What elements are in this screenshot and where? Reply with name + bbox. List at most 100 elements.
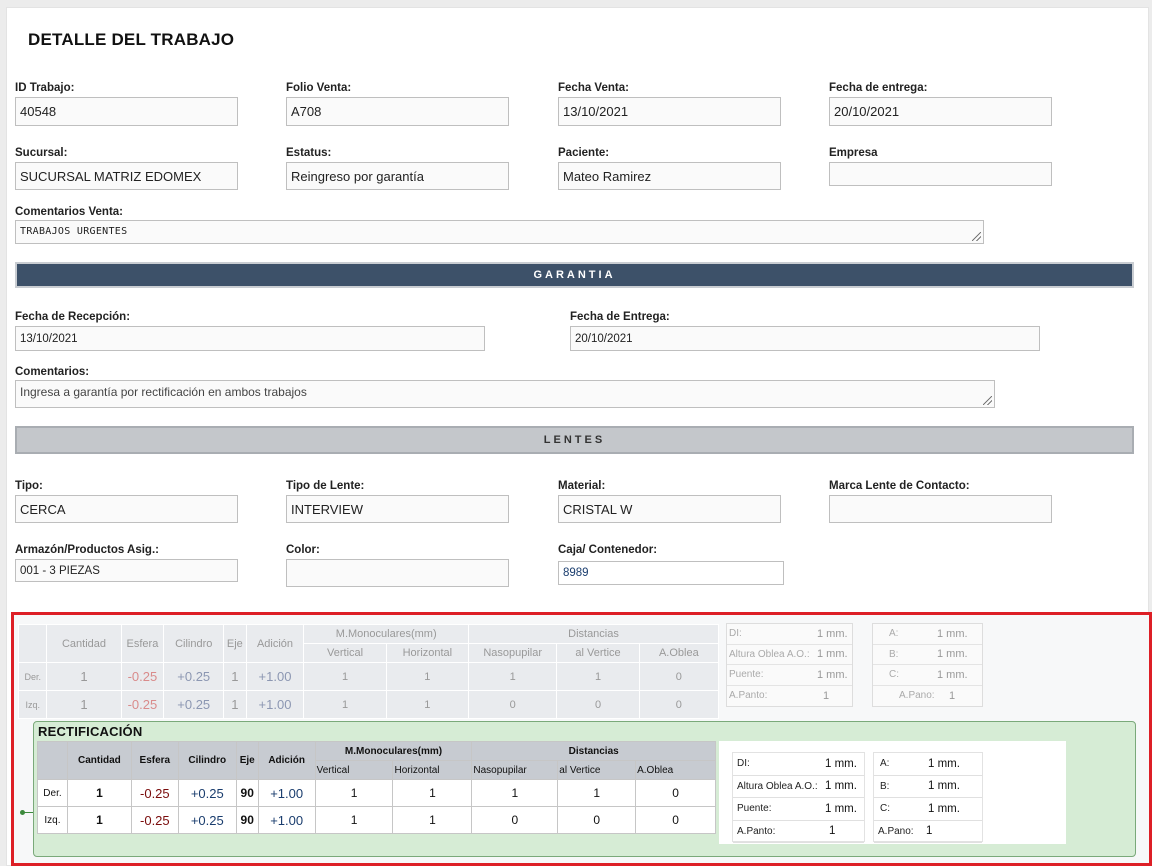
cell-eje: 1 (223, 662, 247, 691)
comentarios-garantia-textarea[interactable]: Ingresa a garantía por rectificación en … (15, 380, 995, 408)
cell-al-vertice[interactable]: 1 (557, 779, 637, 807)
folio-venta-field[interactable]: A708 (286, 97, 509, 126)
caja-contenedor-field[interactable]: 8989 (558, 561, 784, 585)
cell-vertical[interactable]: 1 (314, 779, 394, 807)
cell-horizontal[interactable]: 1 (392, 779, 473, 807)
fecha-recepcion-field[interactable]: 13/10/2021 (15, 326, 485, 351)
medida-value: 1 (949, 689, 956, 702)
cell-cilindro[interactable]: +0.25 (177, 779, 237, 807)
cell-a-oblea[interactable]: 0 (635, 806, 716, 834)
sucursal-field[interactable]: SUCURSAL MATRIZ EDOMEX (15, 162, 238, 190)
cell-vertical[interactable]: 1 (314, 806, 394, 834)
medida-value[interactable]: 1 mm. (928, 757, 960, 770)
resize-handle-icon[interactable] (972, 232, 981, 241)
armazon-label: Armazón/Productos Asig.: (15, 544, 159, 556)
armazon-field[interactable]: 001 - 3 PIEZAS (15, 559, 238, 582)
header-monoculares: M.Monoculares(mm) (303, 624, 469, 644)
row-label: Der. (37, 779, 68, 807)
empresa-label: Empresa (829, 147, 878, 159)
header-nasopupilar: Nasopupilar (471, 760, 559, 780)
header-a-oblea: A.Oblea (635, 760, 716, 780)
cell-al-vertice[interactable]: 0 (557, 806, 637, 834)
medida-value[interactable]: 1 mm. (825, 802, 857, 815)
cell-cantidad[interactable]: 1 (66, 779, 132, 807)
medida-key: A.Pano: (899, 690, 935, 702)
medidas-panel: DI: 1 mm. Altura Oblea A.O.: 1 mm. Puente:… (726, 623, 853, 707)
medida-value[interactable]: 1 (829, 825, 836, 838)
medida-value[interactable]: 1 mm. (825, 757, 857, 770)
sucursal-label: Sucursal: (15, 147, 68, 159)
cell-cilindro: +0.25 (163, 690, 225, 719)
estatus-field[interactable]: Reingreso por garantía (286, 162, 509, 190)
header-cantidad: Cantidad (46, 624, 122, 663)
table-row: Izq. 1 -0.25 +0.25 90 +1.00 1 1 0 0 0 (37, 806, 716, 834)
comentarios-venta-text: TRABAJOS URGENTES (20, 226, 128, 237)
header-distancias: Distancias (468, 624, 719, 644)
fecha-venta-label: Fecha Venta: (558, 82, 629, 94)
medida-key: Altura Oblea A.O.: (729, 648, 810, 660)
caja-contenedor-label: Caja/ Contenedor: (558, 544, 658, 556)
medida-key: A.Panto: (737, 825, 776, 837)
rectificacion-abc-panel: A: 1 mm. B: 1 mm. C: 1 mm. A.Pano: 1 (873, 752, 983, 843)
medida-value[interactable]: 1 (926, 825, 933, 838)
cell-al-vertice: 0 (556, 690, 640, 719)
graduacion-table: Cantidad Esfera Cilindro Eje Adición M.M… (17, 624, 720, 719)
header-cantidad: Cantidad (66, 741, 132, 780)
cell-a-oblea[interactable]: 0 (635, 779, 716, 807)
connector-dot-icon (20, 810, 25, 815)
medida-value[interactable]: 1 mm. (928, 802, 960, 815)
garantia-section-header: GARANTIA (15, 262, 1134, 288)
cell-esfera: -0.25 (120, 690, 165, 719)
cell-esfera[interactable]: -0.25 (130, 806, 179, 834)
cell-cantidad[interactable]: 1 (66, 806, 132, 834)
medida-key: A: (880, 758, 890, 770)
header-eje: Eje (235, 741, 259, 780)
medida-value: 1 mm. (817, 627, 848, 640)
tipo-field[interactable]: CERCA (15, 495, 238, 523)
cell-vertical: 1 (303, 662, 387, 691)
cell-nasopupilar[interactable]: 0 (471, 806, 559, 834)
resize-handle-icon[interactable] (983, 396, 992, 405)
tipo-lente-label: Tipo de Lente: (286, 480, 365, 492)
cell-adicion: +1.00 (245, 662, 305, 691)
cell-eje[interactable]: 90 (235, 779, 259, 807)
header-monoculares: M.Monoculares(mm) (314, 741, 473, 761)
fecha-entrega-field[interactable]: 20/10/2021 (829, 97, 1052, 126)
fecha-venta-field[interactable]: 13/10/2021 (558, 97, 781, 126)
empresa-field[interactable] (829, 162, 1052, 186)
cell-a-oblea: 0 (638, 690, 720, 719)
medida-value[interactable]: 1 mm. (928, 780, 960, 793)
paciente-field[interactable]: Mateo Ramirez (558, 162, 781, 190)
cell-cilindro[interactable]: +0.25 (177, 806, 237, 834)
medida-key: Puente: (729, 669, 764, 681)
cell-nasopupilar[interactable]: 1 (471, 779, 559, 807)
tipo-label: Tipo: (15, 480, 43, 492)
cell-horizontal[interactable]: 1 (392, 806, 473, 834)
cell-vertical: 1 (303, 690, 387, 719)
cell-eje[interactable]: 90 (235, 806, 259, 834)
paciente-label: Paciente: (558, 147, 610, 159)
header-vertical: Vertical (314, 760, 394, 780)
table-row: Der. 1 -0.25 +0.25 90 +1.00 1 1 1 1 0 (37, 779, 716, 807)
color-field[interactable] (286, 559, 509, 587)
comentarios-venta-label: Comentarios Venta: (15, 206, 123, 218)
cell-esfera[interactable]: -0.25 (130, 779, 179, 807)
cell-adicion[interactable]: +1.00 (257, 806, 316, 834)
fecha-entrega-garantia-label: Fecha de Entrega: (570, 311, 670, 323)
rectificacion-medidas-panel: DI: 1 mm. Altura Oblea A.O.: 1 mm. Puente:… (732, 752, 865, 843)
comentarios-garantia-text: Ingresa a garantía por rectificación en … (20, 385, 307, 399)
header-cilindro: Cilindro (177, 741, 237, 780)
header-blank (17, 624, 48, 663)
cell-adicion[interactable]: +1.00 (257, 779, 316, 807)
id-trabajo-field[interactable]: 40548 (15, 97, 238, 126)
comentarios-venta-textarea[interactable]: TRABAJOS URGENTES (15, 220, 984, 244)
tipo-lente-field[interactable]: INTERVIEW (286, 495, 509, 523)
marca-lente-contacto-field[interactable] (829, 495, 1052, 523)
estatus-label: Estatus: (286, 147, 332, 159)
cell-cantidad: 1 (46, 690, 122, 719)
fecha-entrega-garantia-field[interactable]: 20/10/2021 (570, 326, 1040, 351)
fecha-recepcion-label: Fecha de Recepción: (15, 311, 131, 323)
material-field[interactable]: CRISTAL W (558, 495, 781, 523)
cell-al-vertice: 1 (556, 662, 640, 691)
medida-value[interactable]: 1 mm. (825, 780, 857, 793)
